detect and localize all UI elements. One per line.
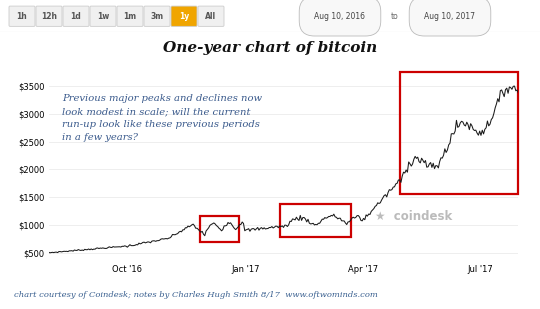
Text: 1d: 1d (71, 12, 82, 21)
Text: Aug 10, 2017: Aug 10, 2017 (424, 12, 476, 21)
Text: Aug 10, 2016: Aug 10, 2016 (314, 12, 366, 21)
FancyBboxPatch shape (171, 6, 197, 26)
Bar (280, 204, 351, 237)
Text: 1m: 1m (124, 12, 137, 21)
FancyBboxPatch shape (9, 6, 35, 26)
FancyBboxPatch shape (36, 6, 62, 26)
FancyBboxPatch shape (117, 6, 143, 26)
Text: Previous major peaks and declines now
look modest in scale; will the current
run: Previous major peaks and declines now lo… (62, 94, 262, 142)
Text: ★  coindesk: ★ coindesk (375, 210, 453, 223)
Text: All: All (205, 12, 217, 21)
Text: 1h: 1h (17, 12, 28, 21)
Text: 12h: 12h (41, 12, 57, 21)
FancyBboxPatch shape (144, 6, 170, 26)
Text: 3m: 3m (151, 12, 164, 21)
FancyBboxPatch shape (63, 6, 89, 26)
Text: chart courtesy of Coindesk; notes by Charles Hugh Smith 8/17  www.oftwominds.com: chart courtesy of Coindesk; notes by Cha… (14, 291, 377, 299)
Text: 1w: 1w (97, 12, 109, 21)
Text: One-year chart of bitcoin: One-year chart of bitcoin (163, 41, 377, 55)
FancyBboxPatch shape (198, 6, 224, 26)
Text: 1y: 1y (179, 12, 189, 21)
Bar (400, 72, 518, 194)
Bar (200, 216, 239, 242)
FancyBboxPatch shape (90, 6, 116, 26)
Text: to: to (391, 12, 399, 21)
